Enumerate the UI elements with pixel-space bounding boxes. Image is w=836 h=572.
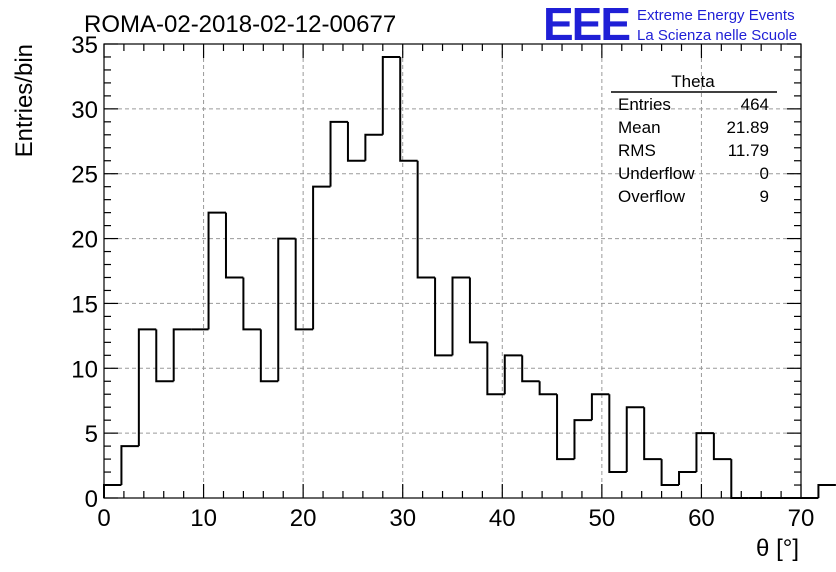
y-tick-label: 30 [71, 97, 98, 124]
histogram-bin [155, 329, 174, 383]
x-tick-label: 0 [97, 505, 110, 532]
histogram-bin [224, 212, 244, 279]
histogram-series [103, 55, 836, 499]
histogram-bin [242, 277, 261, 331]
histogram-bin [364, 133, 383, 161]
histogram-bin [294, 238, 314, 331]
histogram-bin [573, 419, 592, 460]
histogram-bin [416, 160, 436, 279]
stats-label: Underflow [618, 164, 695, 183]
x-tick-label: 70 [788, 505, 815, 532]
histogram-bin [259, 329, 279, 383]
y-axis-label: Entries/bin [11, 44, 38, 157]
x-tick-label: 30 [389, 505, 416, 532]
stats-label: Entries [618, 95, 671, 114]
y-tick-label: 10 [71, 356, 98, 383]
histogram-bin [556, 394, 575, 461]
stats-value: 464 [741, 95, 769, 114]
y-tick-label: 15 [71, 291, 98, 318]
histogram-bin [346, 121, 366, 162]
histogram-bin [678, 471, 697, 486]
histogram-bin [277, 237, 296, 382]
logo-line-2: La Scienza nelle Scuole [637, 27, 797, 44]
histogram-bin [643, 407, 662, 461]
x-tick-label: 10 [190, 505, 217, 532]
histogram-bin [503, 354, 523, 395]
histogram-bin [538, 381, 558, 396]
x-tick-label: 20 [290, 505, 317, 532]
stats-value: 11.79 [728, 141, 769, 160]
x-tick-label: 60 [688, 505, 715, 532]
histogram-bin [730, 459, 749, 499]
histogram-bin [103, 484, 122, 498]
x-axis-label: θ [°] [756, 535, 799, 562]
histogram-bin [434, 277, 453, 357]
y-tick-label: 20 [71, 227, 98, 254]
histogram-bin [312, 185, 331, 330]
eee-logo: EEE Extreme Energy Events La Scienza nel… [543, 0, 797, 50]
histogram-bin [660, 459, 680, 487]
histogram-bin [399, 56, 418, 162]
chart-title: ROMA-02-2018-02-12-00677 [84, 11, 396, 38]
y-tick-label: 5 [85, 421, 98, 448]
histogram-bin [468, 277, 488, 344]
histogram-bin [590, 393, 610, 421]
x-tick-label: 50 [589, 505, 616, 532]
histogram-bin [608, 394, 627, 474]
stats-label: Overflow [618, 187, 686, 206]
histogram-bin [329, 120, 348, 187]
logo-line-1: Extreme Energy Events [637, 7, 795, 24]
histogram-bin [120, 445, 139, 486]
stats-title: Theta [671, 72, 715, 91]
y-tick-label: 25 [71, 162, 98, 189]
x-tick-label: 40 [489, 505, 516, 532]
histogram-bin [172, 328, 192, 382]
histogram-bin [486, 342, 505, 396]
histogram-bin [695, 432, 714, 473]
grid-lines [104, 44, 801, 498]
stats-value: 9 [760, 187, 769, 206]
tick-labels: 0 10 20 30 40 50 60 70 0 5 10 15 20 25 30 35 [71, 32, 814, 532]
y-tick-label: 35 [71, 32, 98, 59]
plot-frame [103, 43, 802, 499]
histogram-bin [381, 55, 401, 135]
histogram-bin [137, 328, 157, 447]
y-tick-label: 0 [85, 486, 98, 513]
histogram-bin [817, 484, 836, 498]
histogram-bin [451, 276, 470, 356]
histogram-bin [521, 355, 540, 383]
histogram-bin [625, 406, 645, 473]
stats-label: Mean [618, 118, 661, 137]
stats-value: 21.89 [726, 118, 769, 137]
stats-label: RMS [618, 141, 656, 160]
histogram-bin [712, 433, 732, 461]
eee-logo-mark: EEE [543, 0, 629, 50]
stats-value: 0 [760, 164, 769, 183]
stats-box: Theta Entries 464 Mean 21.89 RMS 11.79 Underfl… [611, 72, 777, 206]
histogram-bin [207, 211, 226, 330]
